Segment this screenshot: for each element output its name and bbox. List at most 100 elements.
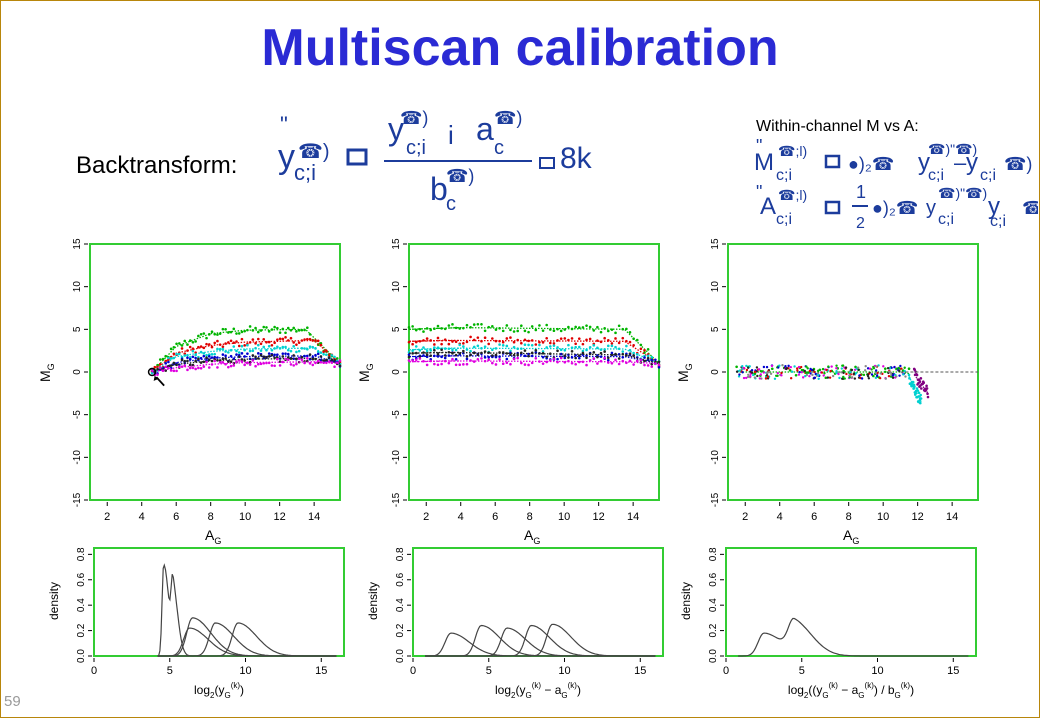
data-point: [870, 373, 874, 376]
data-point: [494, 328, 498, 331]
data-point: [841, 364, 844, 367]
data-point: [314, 339, 317, 342]
data-point: [899, 364, 902, 368]
data-point: [845, 372, 848, 376]
data-point: [454, 353, 458, 357]
data-point: [843, 377, 846, 380]
data-point: [780, 374, 783, 377]
data-point: [505, 344, 509, 348]
data-point: [735, 370, 739, 373]
data-point: [854, 365, 857, 369]
data-point: [469, 335, 472, 339]
data-point: [491, 361, 494, 365]
data-point: [153, 365, 157, 369]
data-point: [903, 366, 906, 369]
data-point: [501, 329, 505, 333]
a-equals-glyph: [824, 200, 841, 215]
data-point: [606, 358, 610, 362]
data-point: [803, 369, 806, 373]
data-point: [840, 367, 844, 370]
data-point: [221, 361, 225, 364]
data-point: [213, 341, 217, 345]
y-axis-label: MG: [38, 363, 56, 382]
data-point: [436, 363, 440, 367]
data-point: [581, 326, 585, 329]
data-point: [748, 365, 751, 368]
data-point: [180, 358, 184, 362]
data-point: [278, 364, 282, 367]
y-tick-label: -10: [710, 450, 721, 465]
data-point: [534, 349, 538, 352]
data-point: [462, 342, 465, 345]
m-equals-glyph: [824, 154, 841, 169]
data-point: [917, 391, 921, 395]
data-point: [284, 331, 287, 335]
data-point: [559, 329, 563, 333]
data-point: [610, 362, 614, 365]
data-point: [491, 337, 494, 340]
data-point: [172, 345, 176, 349]
data-point: [509, 349, 512, 353]
data-point: [248, 325, 252, 328]
x-tick-label: 15: [315, 665, 327, 677]
data-point: [167, 356, 170, 360]
data-point: [175, 352, 178, 356]
data-point: [835, 367, 838, 370]
a-accent: ": [756, 182, 762, 202]
data-point: [205, 342, 208, 346]
formula-num-paren2: ☎): [494, 108, 522, 128]
data-point: [852, 372, 856, 375]
data-point: [650, 355, 654, 359]
data-point: [534, 328, 538, 332]
data-point: [221, 345, 225, 349]
x-tick-label: 10: [239, 511, 251, 523]
data-point: [765, 365, 769, 369]
data-point: [570, 349, 574, 353]
data-point: [327, 356, 331, 359]
data-point: [237, 344, 241, 348]
a-frac-top: 1: [856, 182, 866, 202]
data-point: [180, 344, 184, 347]
data-point: [180, 347, 184, 350]
data-point: [831, 374, 835, 378]
data-point: [776, 374, 779, 378]
data-point: [913, 385, 916, 388]
data-point: [918, 401, 922, 405]
data-point: [512, 340, 516, 344]
formula-tail-glyph: [539, 157, 555, 169]
data-point: [552, 329, 556, 333]
data-point: [796, 369, 799, 372]
x-tick-label: 8: [527, 511, 533, 523]
data-point: [284, 352, 287, 355]
data-point: [643, 356, 646, 359]
data-point: [498, 358, 501, 361]
data-point: [621, 336, 625, 340]
data-point: [284, 357, 287, 361]
data-point: [523, 363, 527, 366]
data-point: [891, 374, 895, 377]
data-point: [501, 340, 505, 344]
data-point: [860, 377, 864, 380]
data-point: [487, 342, 491, 346]
data-point: [538, 343, 541, 347]
data-point: [628, 340, 632, 344]
data-point: [808, 369, 812, 373]
data-point: [585, 324, 588, 327]
x-tick-label: 0: [723, 665, 729, 677]
data-point: [872, 367, 876, 370]
x-tick-label: 4: [139, 511, 145, 523]
data-point: [853, 368, 857, 371]
a-rhs1-paren: ☎)"☎): [938, 185, 987, 201]
data-point: [167, 364, 170, 368]
y-tick-label: 15: [710, 238, 721, 250]
y-tick-label: -5: [72, 410, 83, 419]
data-point: [842, 375, 845, 379]
data-point: [462, 349, 465, 353]
density-plot-raw: 0.0 0.2 0.4 0.6 0.8 0 5 10 15 density log2(yG(k)): [47, 547, 345, 700]
data-point: [202, 332, 206, 335]
data-point: [844, 366, 848, 369]
data-point: [259, 349, 263, 352]
y-axis-label: density: [679, 582, 693, 620]
data-point: [900, 367, 903, 370]
data-point: [216, 347, 219, 351]
